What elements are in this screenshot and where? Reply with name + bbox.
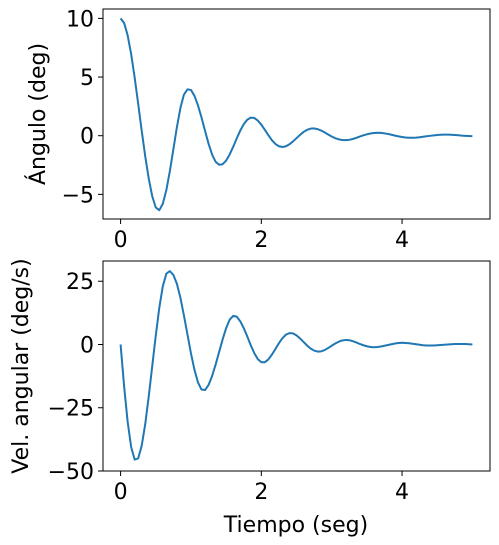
angle-y-tick-label: −5 bbox=[62, 183, 94, 208]
velocity-x-tick-label: 0 bbox=[114, 480, 128, 505]
angle-x-tick-label: 0 bbox=[114, 228, 128, 253]
x-axis-label: Tiempo (seg) bbox=[223, 513, 368, 538]
velocity-y-tick-label: −25 bbox=[48, 397, 94, 422]
angle-x-tick-label: 2 bbox=[254, 228, 268, 253]
velocity-y-tick-label: 0 bbox=[80, 333, 94, 358]
angle-series-line bbox=[119, 17, 473, 212]
velocity-x-ticks: 0 2 4 bbox=[114, 471, 409, 505]
angle-y-tick-label: 5 bbox=[80, 66, 94, 91]
velocity-y-tick-label: 25 bbox=[66, 270, 94, 295]
subplot-angle: 0 2 4 −5 0 5 10 Ángulo (deg) bbox=[25, 7, 491, 253]
velocity-x-tick-label: 4 bbox=[395, 480, 409, 505]
plot-area-angle bbox=[103, 9, 490, 219]
velocity-x-tick-label: 2 bbox=[254, 480, 268, 505]
velocity-y-axis-label: Vel. angular (deg/s) bbox=[9, 258, 34, 473]
angle-y-ticks: −5 0 5 10 bbox=[62, 7, 103, 208]
angle-y-tick-label: 0 bbox=[80, 125, 94, 150]
velocity-y-tick-label: −50 bbox=[48, 460, 94, 485]
velocity-series-line-group bbox=[119, 270, 473, 461]
angle-y-tick-label: 10 bbox=[66, 7, 94, 32]
velocity-y-ticks: −50 −25 0 25 bbox=[48, 270, 103, 485]
plot-frame-velocity bbox=[102, 260, 491, 472]
angle-x-ticks: 0 2 4 bbox=[114, 219, 409, 253]
plot-frame-angle bbox=[102, 8, 491, 220]
angle-series-line-group bbox=[119, 17, 473, 212]
angle-x-tick-label: 4 bbox=[395, 228, 409, 253]
plot-area-velocity bbox=[103, 261, 490, 471]
velocity-series-line bbox=[119, 270, 473, 461]
subplot-angular-velocity: 0 2 4 −50 −25 0 25 Vel. angular (deg/s) Tiemp… bbox=[9, 258, 491, 538]
angle-y-axis-label: Ángulo (deg) bbox=[25, 43, 51, 185]
